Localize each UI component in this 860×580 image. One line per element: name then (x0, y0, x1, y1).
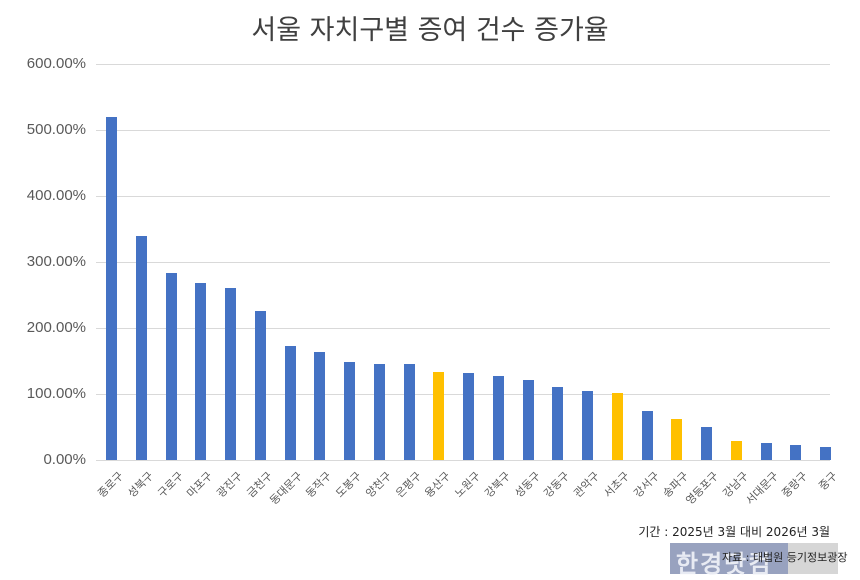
period-note: 기간 : 2025년 3월 대비 2026년 3월 (638, 525, 830, 539)
x-tick-label: 강서구 (630, 469, 662, 501)
gridline (96, 196, 830, 197)
y-tick-label: 0.00% (43, 451, 86, 468)
bar (611, 392, 623, 460)
bar (314, 351, 326, 460)
gridline (96, 460, 830, 461)
x-tick-label: 종로구 (95, 469, 126, 501)
x-tick-label: 영등포구 (683, 469, 722, 508)
bar (225, 287, 236, 460)
bar (820, 446, 831, 460)
y-tick-label: 300.00% (26, 253, 86, 270)
gridline (96, 328, 830, 329)
y-tick-label: 100.00% (26, 385, 86, 402)
bar (760, 442, 772, 460)
gridline (96, 130, 830, 131)
x-tick-label: 양천구 (363, 469, 394, 501)
bar (552, 386, 564, 460)
x-tick-label: 구로구 (154, 469, 186, 501)
x-tick-label: 성북구 (125, 469, 156, 501)
bar (641, 411, 653, 460)
bar (671, 419, 683, 460)
y-tick-label: 200.00% (26, 319, 86, 336)
y-tick-label: 400.00% (26, 187, 86, 204)
x-tick-label: 강북구 (482, 469, 513, 501)
y-tick-label: 500.00% (26, 121, 86, 138)
x-tick-label: 은평구 (392, 469, 424, 501)
x-tick-label: 마포구 (184, 469, 216, 501)
source-note: 자료 : 대법원 등기정보광장 (722, 551, 848, 564)
bar (433, 371, 445, 460)
bar (492, 376, 504, 460)
watermark-gray-bg (788, 543, 838, 574)
x-tick-label: 용산구 (422, 469, 454, 501)
x-tick-label: 관악구 (571, 469, 602, 501)
x-tick-label: 광진구 (214, 469, 245, 501)
gridline (96, 64, 830, 65)
watermark-logo: 한경닷컴 (676, 550, 773, 578)
x-tick-label: 성동구 (511, 469, 543, 501)
bar (403, 363, 415, 460)
x-tick-label: 동작구 (303, 469, 335, 501)
bar (195, 283, 207, 460)
bar (790, 444, 802, 460)
bar (135, 235, 147, 460)
chart-title: 서울 자치구별 증여 건수 증가율 (251, 15, 609, 46)
bar (344, 361, 355, 460)
bar (730, 440, 742, 460)
bar (701, 427, 712, 460)
x-tick-label: 중랑구 (779, 469, 811, 501)
x-tick-label: 강동구 (541, 469, 573, 501)
bar (165, 273, 177, 460)
gridline (96, 262, 830, 263)
x-tick-label: 서초구 (601, 469, 632, 501)
x-tick-label: 노원구 (452, 469, 483, 501)
bar (373, 363, 385, 460)
bar (284, 345, 296, 460)
bar (582, 390, 593, 460)
bar (254, 310, 266, 460)
bar (522, 380, 534, 460)
watermark-logo-bg (670, 543, 788, 574)
bar (463, 372, 474, 460)
bar (106, 116, 117, 460)
x-tick-label: 중구 (816, 469, 840, 493)
x-tick-label: 도봉구 (333, 469, 364, 501)
y-tick-label: 600.00% (26, 55, 86, 72)
